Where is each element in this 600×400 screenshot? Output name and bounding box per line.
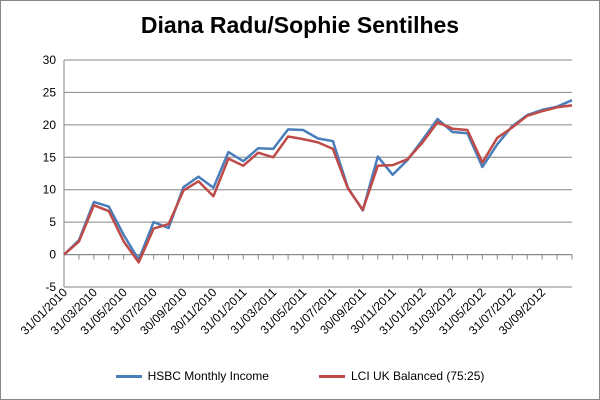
y-tick-label: 30	[43, 53, 57, 67]
legend-label-lci: LCI UK Balanced (75:25)	[350, 369, 485, 383]
y-tick-label: 10	[43, 183, 57, 197]
legend-item-lci: LCI UK Balanced (75:25)	[318, 369, 485, 383]
y-tick-label: 0	[49, 248, 56, 262]
legend: HSBC Monthly Income LCI UK Balanced (75:…	[0, 369, 600, 383]
y-tick-label: 25	[43, 85, 57, 99]
y-tick-label: 5	[49, 215, 56, 229]
legend-swatch-lci	[318, 374, 345, 378]
series-line-lci	[63, 104, 573, 264]
y-tick-label: 15	[43, 150, 57, 164]
x-tick-labels: 31/01/201031/03/201031/05/201031/07/2010…	[18, 285, 549, 338]
legend-label-hsbc: HSBC Monthly Income	[147, 369, 269, 383]
legend-item-hsbc: HSBC Monthly Income	[115, 369, 269, 383]
y-tick-label: -5	[45, 280, 56, 294]
chart-title: Diana Radu/Sophie Sentilhes	[140, 12, 460, 38]
series-lines	[63, 99, 573, 264]
y-tick-label: 20	[43, 118, 57, 132]
legend-swatch-hsbc	[115, 374, 142, 378]
y-tick-labels: -5 0 5 10 15 20 25 30	[43, 53, 57, 294]
series-line-hsbc	[63, 99, 573, 262]
